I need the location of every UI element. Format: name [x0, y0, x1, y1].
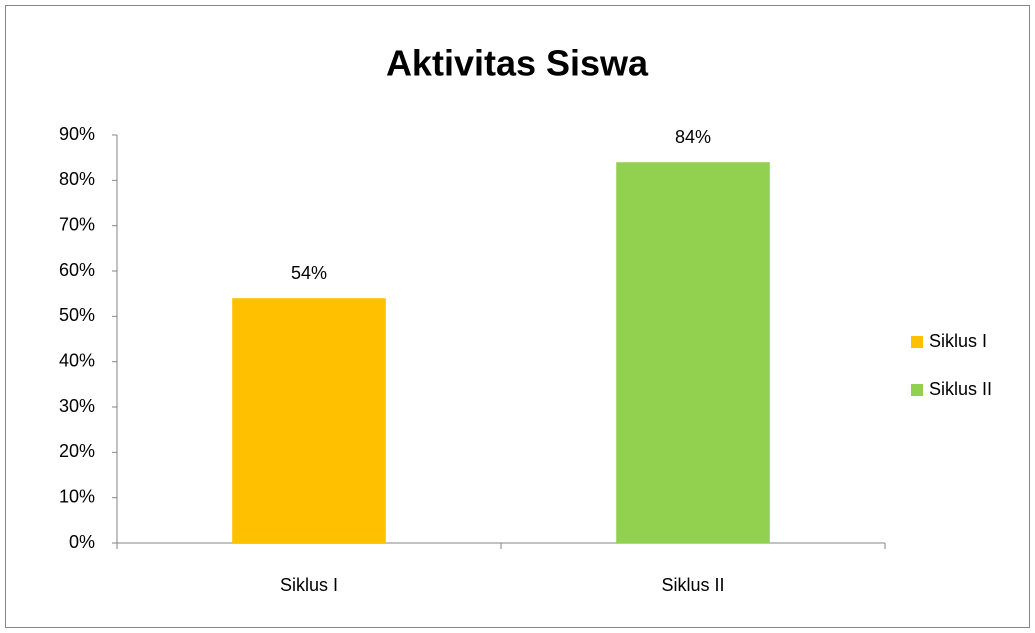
data-label: 84%	[675, 127, 711, 147]
y-tick-label: 60%	[59, 260, 95, 280]
legend-swatch	[911, 336, 923, 348]
y-tick-label: 20%	[59, 441, 95, 461]
y-tick-label: 40%	[59, 350, 95, 370]
y-tick-label: 10%	[59, 486, 95, 506]
y-tick-label: 70%	[59, 214, 95, 234]
y-tick-label: 80%	[59, 169, 95, 189]
x-tick-label: Siklus I	[280, 575, 338, 595]
y-tick-label: 90%	[59, 124, 95, 144]
bar	[232, 298, 386, 543]
data-label: 54%	[291, 263, 327, 283]
legend-label: Siklus II	[929, 379, 992, 399]
chart-frame	[5, 5, 1030, 628]
chart-title: Aktivitas Siswa	[386, 43, 649, 84]
y-tick-label: 50%	[59, 305, 95, 325]
legend-label: Siklus I	[929, 331, 987, 351]
y-tick-label: 30%	[59, 396, 95, 416]
y-tick-label: 0%	[69, 532, 95, 552]
bar	[616, 162, 770, 543]
legend-swatch	[911, 384, 923, 396]
x-tick-label: Siklus II	[661, 575, 724, 595]
